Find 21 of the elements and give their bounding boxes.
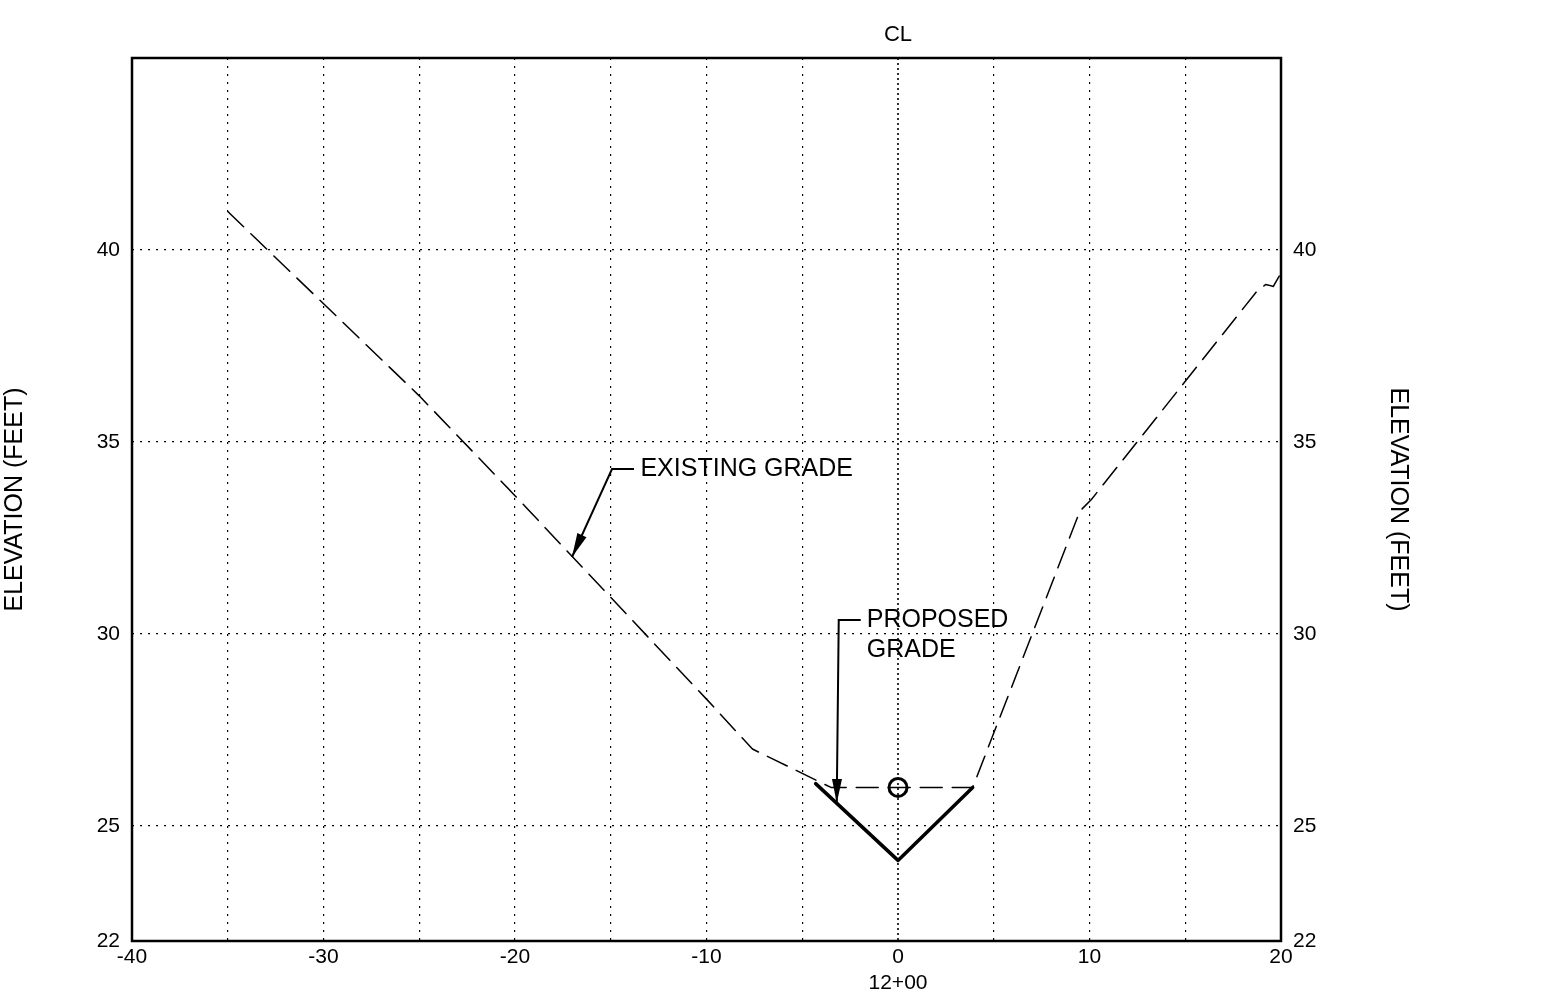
x-tick-label: -30 <box>308 944 339 968</box>
annotation: PROPOSED GRADE <box>866 603 1009 662</box>
y-tick-label: 22 <box>96 927 120 951</box>
ref-line-label: CL <box>883 21 913 47</box>
y2-tick-label: 22 <box>1293 927 1317 951</box>
y2-tick-label: 40 <box>1293 236 1317 260</box>
annotation: EXISTING GRADE <box>640 452 853 481</box>
y2-tick-label: 25 <box>1293 812 1317 836</box>
x-tick-label: 10 <box>1077 944 1102 968</box>
y-axis-title: ELEVATION (FEET) <box>0 387 27 612</box>
y2-tick-label: 35 <box>1293 428 1317 452</box>
y-tick-label: 35 <box>96 428 120 452</box>
y2-axis-title: ELEVATION (FEET) <box>1386 387 1415 612</box>
x-tick-label: 20 <box>1269 944 1293 968</box>
y2-tick-label: 30 <box>1293 620 1317 644</box>
y-tick-label: 40 <box>96 236 120 260</box>
x-tick-label: 0 12+00 <box>868 944 928 993</box>
x-tick-label: -10 <box>691 944 722 968</box>
y-tick-label: 30 <box>96 620 120 644</box>
y-tick-label: 25 <box>96 812 120 836</box>
x-tick-label: -20 <box>499 944 531 968</box>
